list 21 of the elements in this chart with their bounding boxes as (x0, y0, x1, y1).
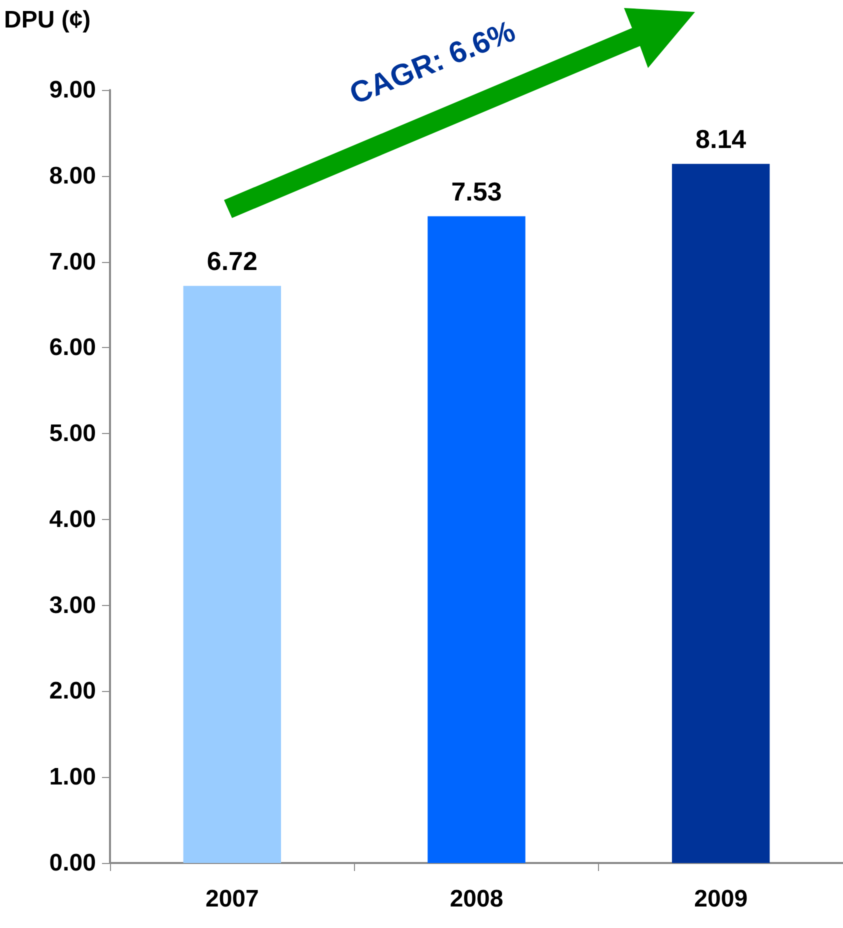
y-tick-label: 2.00 (49, 678, 96, 705)
y-tick-label: 3.00 (49, 592, 96, 619)
y-tick-label: 1.00 (49, 764, 96, 791)
x-tick-label: 2008 (450, 886, 504, 912)
bar (672, 164, 770, 863)
bar (183, 286, 282, 863)
annotation: CAGR: 6.6% (345, 14, 520, 112)
x-tick-label: 2009 (694, 886, 748, 912)
data-label: 7.53 (451, 176, 502, 206)
y-tick-label: 0.00 (49, 850, 96, 876)
y-tick-label: 7.00 (49, 248, 96, 276)
bar (428, 216, 526, 863)
y-tick-label: 4.00 (49, 506, 96, 533)
data-label: 8.14 (696, 124, 747, 154)
x-tick-label: 2007 (205, 886, 259, 912)
y-tick-label: 5.00 (49, 420, 96, 448)
y-tick-label: 8.00 (49, 162, 96, 190)
y-tick-label: 6.00 (49, 334, 96, 362)
y-tick-label: 9.00 (49, 76, 96, 104)
y-axis-title: DPU (¢) (4, 6, 91, 34)
data-label: 6.72 (206, 246, 258, 276)
